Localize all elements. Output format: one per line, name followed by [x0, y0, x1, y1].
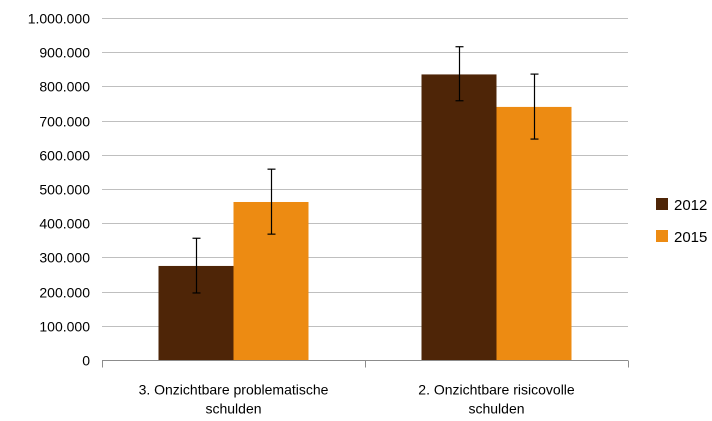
category-label: 2. Onzichtbare risicovolle schulden [418, 382, 575, 417]
y-tick-label: 1.000.000 [28, 11, 90, 27]
legend-label-2012: 2012 [674, 197, 707, 214]
y-tick-label: 400.000 [39, 216, 90, 232]
category-label-line: 3. Onzichtbare problematische [139, 382, 329, 398]
y-tick-label: 300.000 [39, 250, 90, 266]
y-tick-label: 500.000 [39, 182, 90, 198]
y-tick-label: 200.000 [39, 285, 90, 301]
category-label-line: schulden [468, 401, 524, 417]
category-labels: 3. Onzichtbare problematische schulden2. … [139, 382, 575, 417]
y-axis-ticks: 0 100.000 200.000 300.000 400.000 500.000 600.… [28, 11, 91, 369]
x-axis [102, 360, 629, 368]
bar-2015-2 [496, 106, 572, 360]
error-bars [192, 46, 539, 294]
category-label-line: 2. Onzichtbare risicovolle [418, 382, 575, 398]
y-tick-label: 900.000 [39, 45, 90, 61]
y-tick-label: 800.000 [39, 79, 90, 95]
category-label: 3. Onzichtbare problematische schulden [139, 382, 329, 417]
legend-swatch-2012 [656, 198, 668, 210]
bar-2012-2 [421, 74, 497, 361]
y-tick-label: 600.000 [39, 148, 90, 164]
legend-label-2015: 2015 [674, 229, 707, 246]
y-tick-label: 100.000 [39, 319, 90, 335]
category-label-line: schulden [205, 401, 261, 417]
legend-swatch-2015 [656, 230, 668, 242]
y-tick-label: 700.000 [39, 114, 90, 130]
bars [158, 74, 572, 361]
legend: 2012 2015 [656, 197, 707, 246]
y-tick-label: 0 [82, 353, 90, 369]
